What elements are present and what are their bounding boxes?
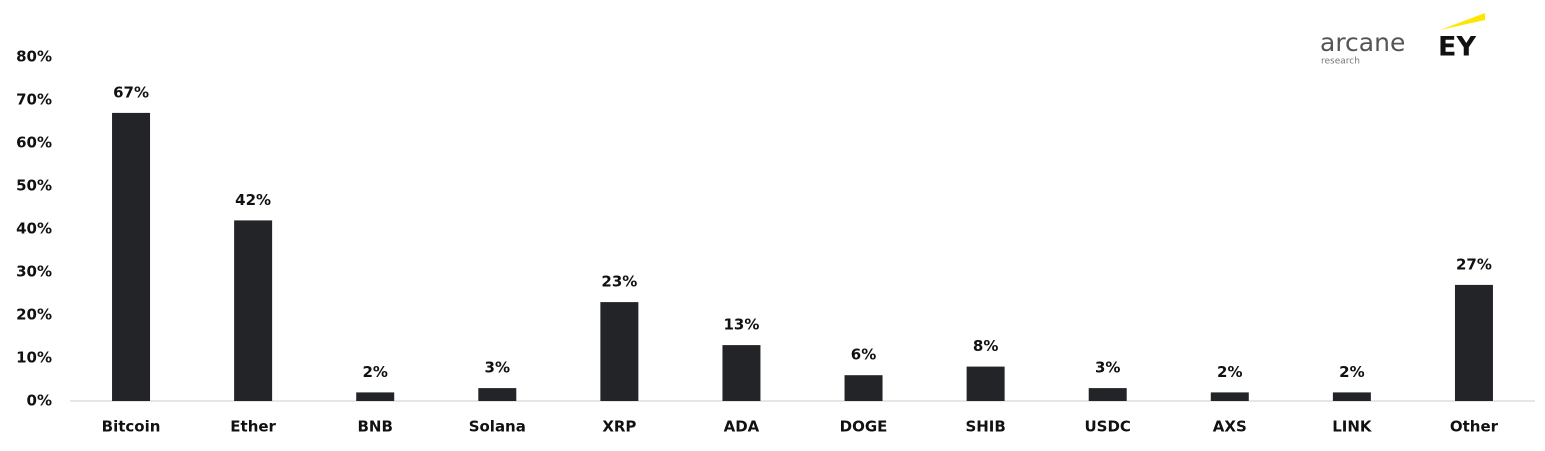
y-tick-label: 70% <box>16 91 52 109</box>
x-tick-label: Other <box>1450 418 1499 436</box>
x-tick-label: Bitcoin <box>102 418 161 436</box>
bar <box>600 302 639 401</box>
x-tick-label: BNB <box>357 418 392 436</box>
y-tick-label: 40% <box>16 220 52 238</box>
data-label: 2% <box>362 363 387 381</box>
data-label: 8% <box>973 337 998 355</box>
x-tick-label: DOGE <box>840 418 888 436</box>
y-tick-label: 0% <box>27 392 52 410</box>
y-tick-label: 50% <box>16 177 52 195</box>
bar <box>1088 388 1127 401</box>
data-label: 42% <box>235 191 271 209</box>
data-label: 13% <box>724 316 760 334</box>
logo-text: arcane <box>1320 28 1405 57</box>
bar <box>844 375 883 401</box>
y-tick-label: 60% <box>16 134 52 152</box>
bar <box>1332 392 1371 401</box>
x-tick-label: ADA <box>724 418 760 436</box>
data-label: 2% <box>1339 363 1364 381</box>
x-tick-label: USDC <box>1084 418 1130 436</box>
bar <box>112 112 151 402</box>
x-tick-label: LINK <box>1332 418 1373 436</box>
data-label: 6% <box>851 346 876 364</box>
logo-mark <box>1440 13 1485 30</box>
x-tick-label: Ether <box>230 418 276 436</box>
y-tick-label: 80% <box>16 48 52 66</box>
bar <box>966 366 1005 401</box>
logo-text: EY <box>1438 32 1476 63</box>
x-tick-label: Solana <box>469 418 526 436</box>
data-label: 3% <box>1095 359 1120 377</box>
data-label: 67% <box>113 83 149 101</box>
x-tick-label: AXS <box>1213 418 1247 436</box>
bar <box>1454 284 1493 401</box>
y-tick-label: 10% <box>16 349 52 367</box>
data-label: 27% <box>1456 255 1492 273</box>
bar <box>234 220 273 401</box>
x-tick-label: SHIB <box>965 418 1005 436</box>
bar <box>356 392 395 401</box>
x-tick-label: XRP <box>602 418 636 436</box>
bar <box>478 388 517 401</box>
data-label: 3% <box>485 359 510 377</box>
y-tick-label: 20% <box>16 306 52 324</box>
bar <box>1210 392 1249 401</box>
data-label: 23% <box>601 273 637 291</box>
logo-subtext: research <box>1321 57 1360 67</box>
data-label: 2% <box>1217 363 1242 381</box>
y-tick-label: 30% <box>16 263 52 281</box>
bar <box>722 345 761 401</box>
